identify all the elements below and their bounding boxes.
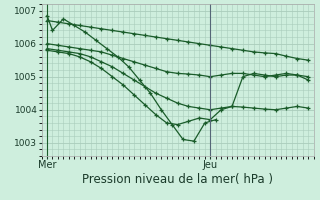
X-axis label: Pression niveau de la mer( hPa ): Pression niveau de la mer( hPa ): [82, 173, 273, 186]
